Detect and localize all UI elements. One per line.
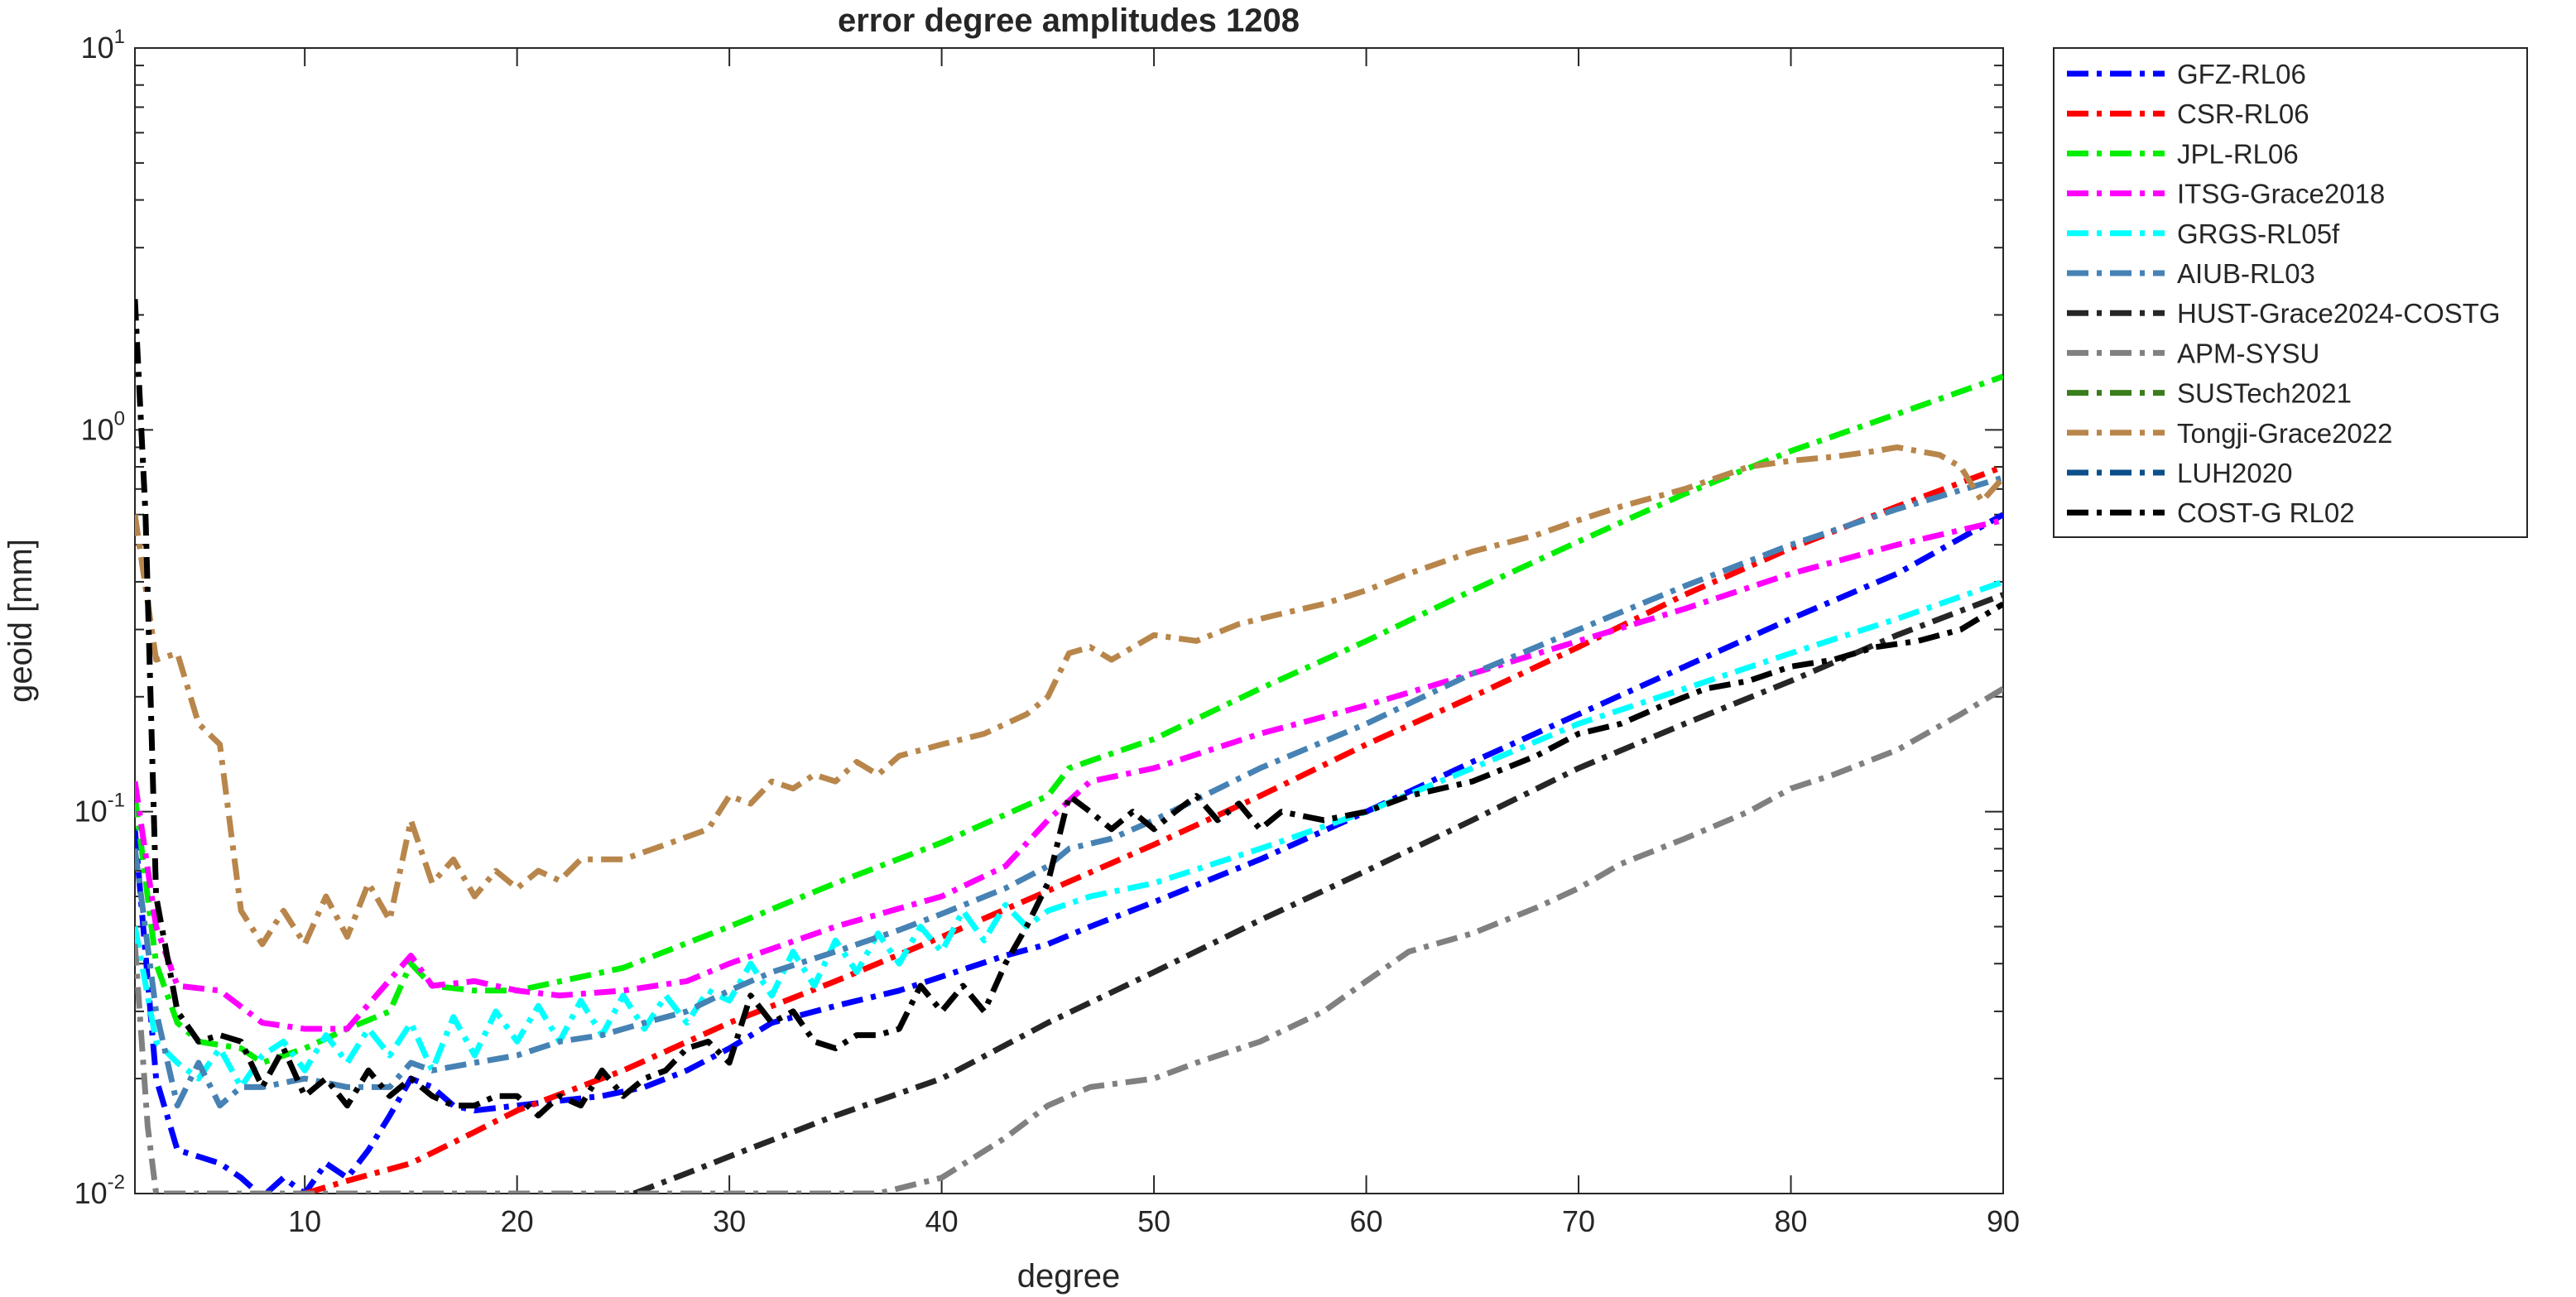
legend-label: ITSG-Grace2018 [2177, 179, 2385, 209]
legend-label: Tongji-Grace2022 [2177, 418, 2393, 449]
y-tick-label: 101 [81, 26, 125, 65]
y-tick-base: 10 [74, 1176, 108, 1210]
x-tick-label: 90 [1987, 1204, 2020, 1238]
series-line-itsg-grace2018 [135, 517, 2003, 1032]
y-tick-exponent: 1 [114, 26, 125, 48]
series-line-aiub-rl03 [135, 474, 2003, 1109]
y-axis-label: geoid [mm] [2, 539, 39, 703]
legend-label: AIUB-RL03 [2177, 258, 2315, 289]
legend-label: LUH2020 [2177, 458, 2292, 488]
chart-title: error degree amplitudes 1208 [838, 2, 1300, 39]
y-tick-label: 10-2 [74, 1171, 125, 1210]
x-axis-ticks: 10 20 30 40 50 60 70 80 90 [288, 48, 2020, 1238]
legend-label: HUST-Grace2024-COSTG [2177, 298, 2501, 329]
x-tick-label: 30 [713, 1204, 746, 1238]
legend-label: COST-G RL02 [2177, 497, 2355, 528]
x-tick-label: 60 [1350, 1204, 1383, 1238]
legend-label: CSR-RL06 [2177, 98, 2309, 129]
y-tick-exponent: 0 [114, 407, 125, 430]
y-tick-exponent: -1 [108, 790, 125, 812]
legend-label: APM-SYSU [2177, 338, 2319, 368]
series-line-gfz-rl06 [135, 512, 2003, 1194]
legend-label: GRGS-RL05f [2177, 219, 2340, 249]
series-line-csr-rl06 [304, 464, 2003, 1194]
y-tick-label: 10-1 [74, 790, 125, 829]
series-layer [135, 299, 2003, 1194]
x-tick-label: 10 [288, 1204, 321, 1238]
legend-box [2053, 47, 2528, 538]
x-tick-label: 70 [1562, 1204, 1595, 1238]
x-tick-label: 80 [1774, 1204, 1807, 1238]
legend-label: SUSTech2021 [2177, 378, 2352, 409]
x-tick-label: 50 [1137, 1204, 1170, 1238]
series-line-cost-g-rl02 [135, 299, 2003, 1119]
y-tick-base: 10 [74, 795, 108, 829]
x-tick-label: 20 [501, 1204, 534, 1238]
x-tick-label: 40 [925, 1204, 959, 1238]
y-tick-base: 10 [81, 412, 114, 446]
legend-label: JPL-RL06 [2177, 138, 2299, 169]
plot-area [134, 47, 2004, 1194]
legend: GFZ-RL06 CSR-RL06 JPL-RL06 ITSG-Grace2018 GR… [2053, 47, 2528, 538]
series-line-tongji-grace2022 [135, 444, 2003, 948]
legend-label: GFZ-RL06 [2177, 59, 2306, 89]
series-line-hust-grace2024-costg [632, 592, 2003, 1194]
y-tick-exponent: -2 [108, 1171, 125, 1194]
y-tick-base: 10 [81, 31, 114, 65]
y-tick-label: 100 [81, 407, 125, 446]
x-axis-label: degree [1017, 1258, 1121, 1295]
series-line-apm-sysu [135, 686, 2003, 1194]
series-line-jpl-rl06 [135, 373, 2003, 1066]
